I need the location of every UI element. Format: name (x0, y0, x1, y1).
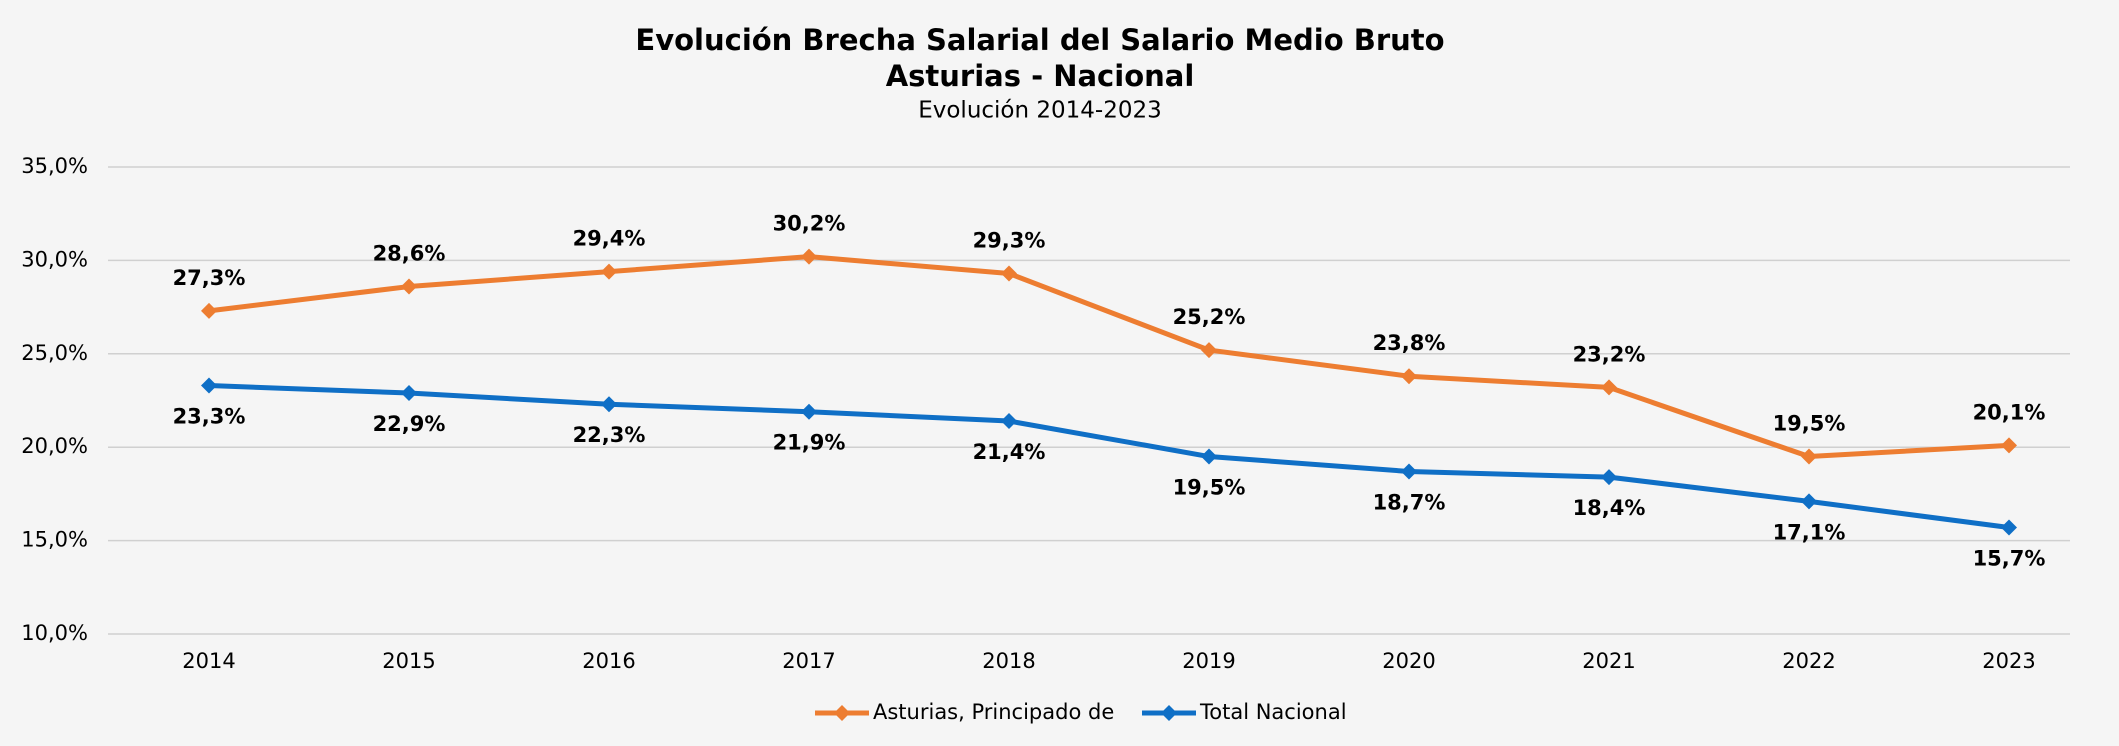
data-label: 18,7% (1373, 490, 1446, 514)
marker (1001, 413, 1017, 430)
data-label: 19,5% (1773, 412, 1846, 436)
marker (1401, 368, 1417, 385)
x-tick-label: 2020 (1382, 649, 1435, 673)
marker (201, 302, 217, 319)
marker (1201, 342, 1217, 359)
data-label: 28,6% (373, 242, 446, 266)
data-label: 15,7% (1973, 547, 2046, 571)
chart-subtitle: Evolución 2014-2023 (918, 98, 1162, 124)
y-tick-label: 15,0% (21, 528, 88, 552)
series-line (208, 254, 2010, 460)
marker (1001, 265, 1017, 282)
x-tick-label: 2018 (982, 649, 1035, 673)
data-label: 20,1% (1973, 400, 2046, 424)
data-label: 21,9% (773, 431, 846, 455)
marker (1601, 379, 1617, 396)
marker (1401, 463, 1417, 480)
legend-marker (1161, 705, 1177, 721)
data-label: 27,3% (173, 266, 246, 290)
legend-label: Total Nacional (1199, 700, 1347, 724)
y-tick-label: 30,0% (21, 247, 88, 271)
x-tick-label: 2015 (382, 649, 435, 673)
x-tick-label: 2016 (582, 649, 635, 673)
marker (2001, 437, 2017, 454)
legend-label: Asturias, Principado de (873, 700, 1114, 724)
marker (201, 377, 217, 394)
marker (401, 278, 417, 295)
marker (1801, 493, 1817, 510)
marker (1801, 448, 1817, 465)
y-tick-label: 20,0% (21, 434, 88, 458)
marker (801, 248, 817, 265)
marker (2001, 519, 2017, 536)
data-label: 23,8% (1373, 331, 1446, 355)
data-label: 30,2% (773, 212, 846, 236)
marker (601, 263, 617, 280)
chart-title: Evolución Brecha Salarial del Salario Me… (635, 23, 1444, 57)
x-tick-label: 2014 (182, 649, 235, 673)
marker (1201, 448, 1217, 465)
legend-marker (834, 705, 850, 721)
data-label: 22,9% (373, 412, 446, 436)
data-label: 23,3% (173, 405, 246, 429)
data-label: 17,1% (1773, 520, 1846, 544)
marker (801, 403, 817, 420)
series-line (208, 383, 2010, 531)
data-label: 19,5% (1173, 476, 1246, 500)
y-tick-label: 10,0% (21, 621, 88, 645)
data-label: 21,4% (973, 440, 1046, 464)
data-label: 23,2% (1573, 342, 1646, 366)
x-tick-label: 2017 (782, 649, 835, 673)
marker (601, 396, 617, 413)
data-label: 22,3% (573, 423, 646, 447)
data-label: 29,4% (573, 227, 646, 251)
x-tick-label: 2019 (1182, 649, 1235, 673)
chart-subtitle: Asturias - Nacional (886, 59, 1195, 93)
data-label: 29,3% (973, 228, 1046, 252)
y-tick-label: 35,0% (21, 154, 88, 178)
marker (1601, 469, 1617, 486)
y-tick-label: 25,0% (21, 341, 88, 365)
x-tick-label: 2021 (1582, 649, 1635, 673)
data-label: 25,2% (1173, 305, 1246, 329)
data-label: 18,4% (1573, 496, 1646, 520)
x-tick-label: 2023 (1982, 649, 2035, 673)
x-tick-label: 2022 (1782, 649, 1835, 673)
marker (401, 385, 417, 402)
